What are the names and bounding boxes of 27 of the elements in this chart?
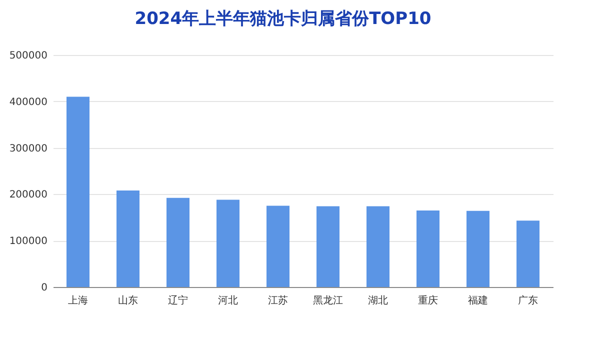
x-tick-label: 重庆 xyxy=(418,294,438,306)
bar xyxy=(166,198,190,287)
x-tick-label: 江苏 xyxy=(268,294,288,306)
chart-title: 2024年上半年猫池卡归属省份TOP10 xyxy=(134,9,432,29)
y-tick-label: 200000 xyxy=(9,190,48,201)
x-tick-label: 福建 xyxy=(468,294,488,306)
x-tick-label: 广东 xyxy=(518,294,538,306)
y-tick-label: 100000 xyxy=(9,236,48,248)
y-tick-label: 500000 xyxy=(9,50,48,62)
bar xyxy=(216,200,240,287)
bar xyxy=(316,206,340,287)
y-tick-label: 300000 xyxy=(9,143,48,154)
bar xyxy=(66,96,90,287)
x-tick-label: 上海 xyxy=(68,294,88,306)
x-tick-label: 河北 xyxy=(218,294,238,306)
x-tick-label: 山东 xyxy=(118,294,138,306)
bar xyxy=(366,206,390,287)
x-tick-label: 辽宁 xyxy=(168,294,188,306)
bar xyxy=(516,220,540,287)
bar xyxy=(416,210,440,287)
x-tick-label: 湖北 xyxy=(368,294,388,306)
bar xyxy=(266,206,290,287)
x-tick-label: 黑龙江 xyxy=(313,294,343,306)
bar xyxy=(116,190,140,287)
bar xyxy=(466,210,490,287)
y-tick-label: 400000 xyxy=(9,96,48,108)
y-tick-label: 0 xyxy=(41,282,48,294)
